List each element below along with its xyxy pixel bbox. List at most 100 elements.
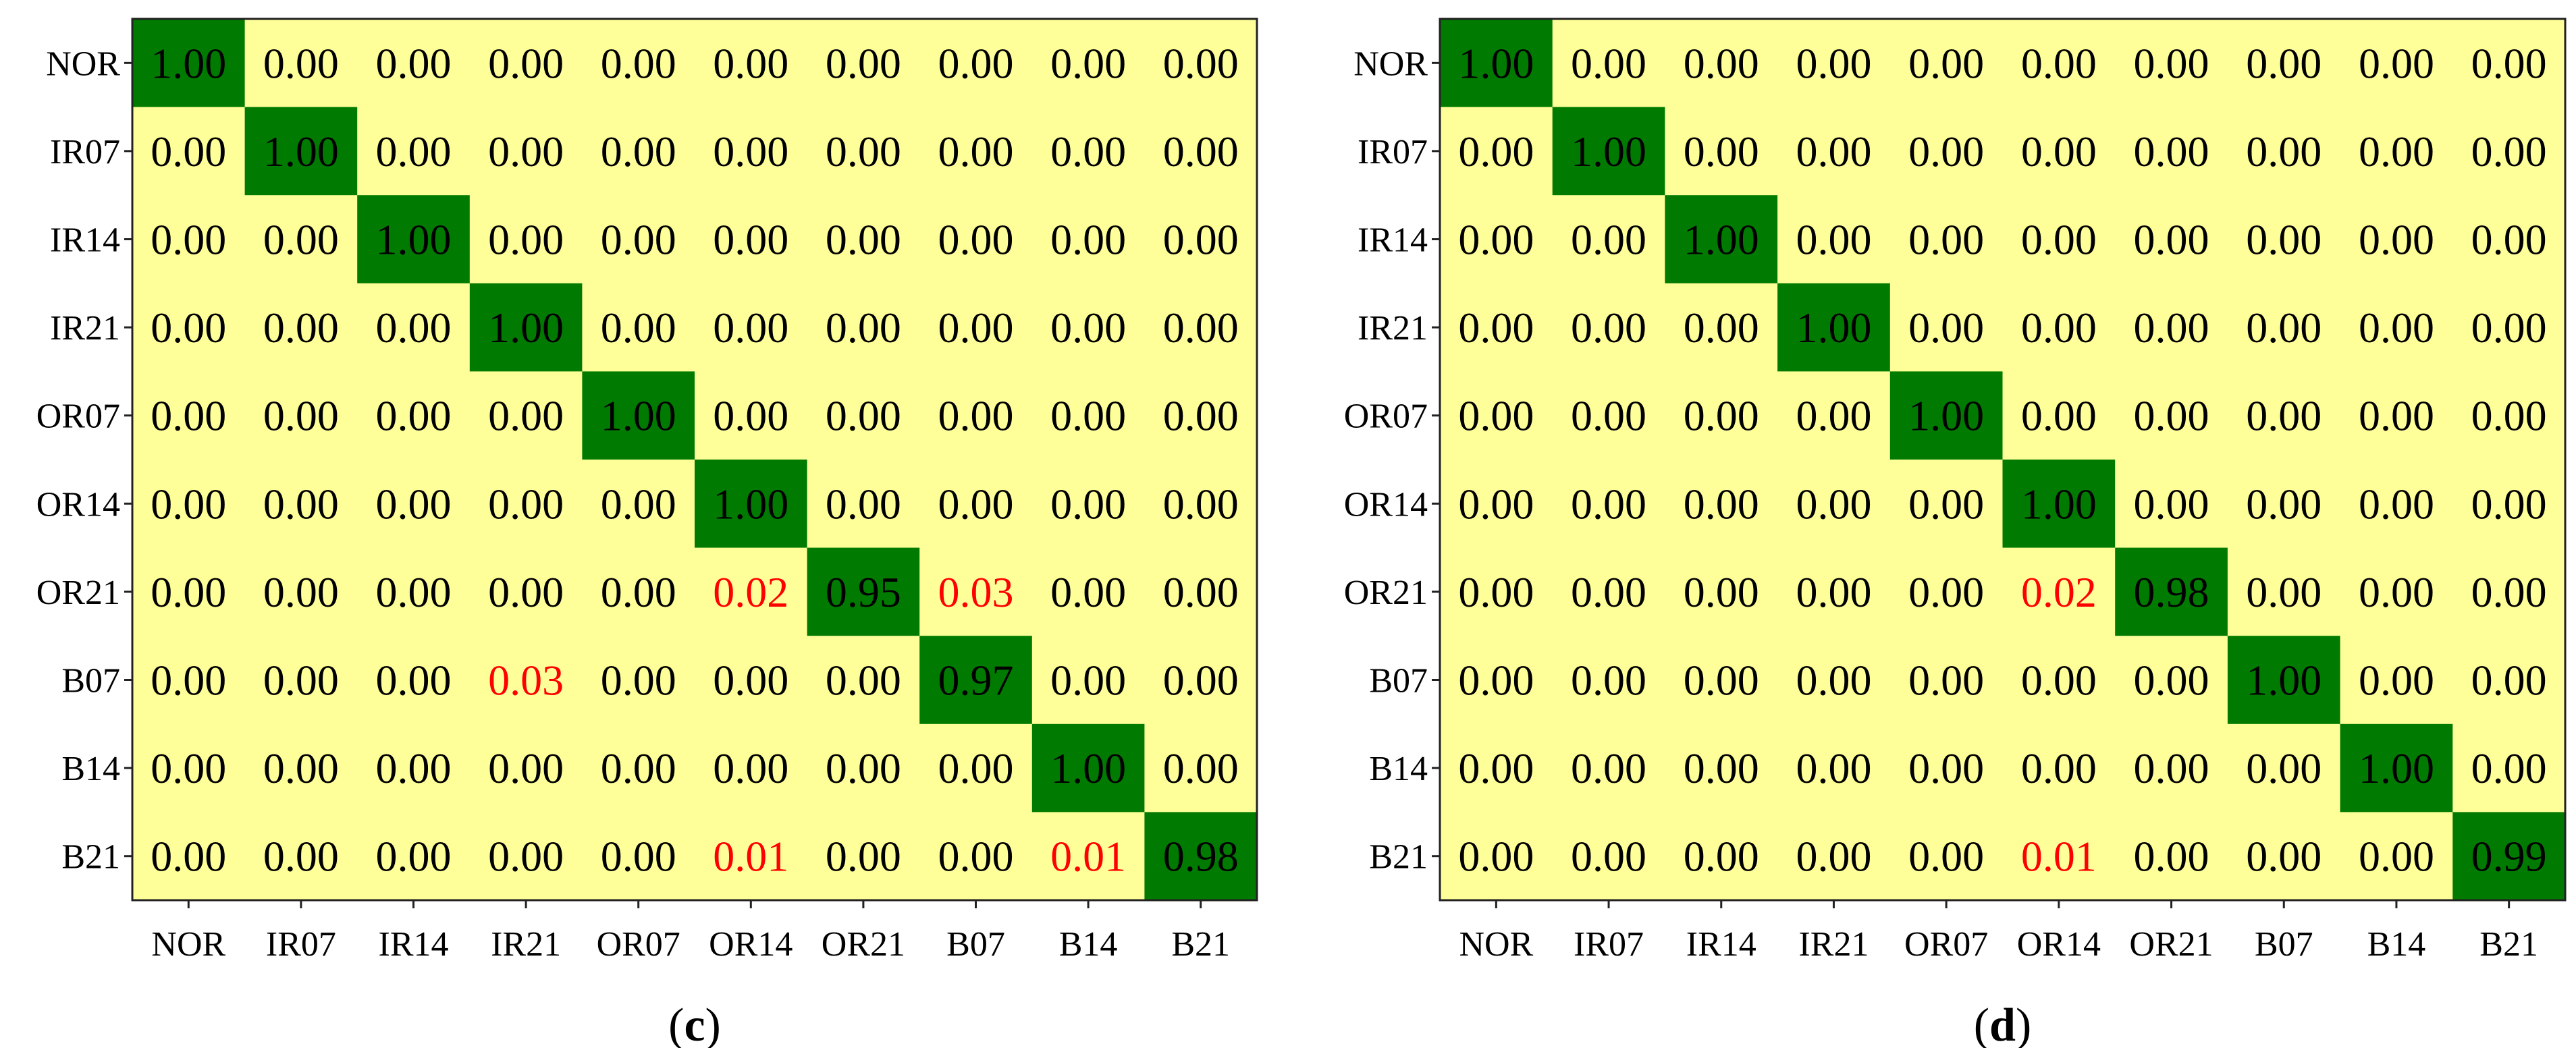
cell-value: 0.00 xyxy=(2359,833,2434,881)
cell-value: 0.00 xyxy=(601,657,676,705)
cell-value: 0.00 xyxy=(1908,568,1984,616)
cell-value: 0.01 xyxy=(2021,833,2097,881)
cell-value: 0.00 xyxy=(263,744,339,792)
cell-value: 1.00 xyxy=(713,480,788,528)
cell-value: 0.00 xyxy=(2021,216,2097,264)
cell-value: 0.00 xyxy=(601,833,676,881)
cell-value: 0.00 xyxy=(1908,39,1984,87)
cell-value: 0.00 xyxy=(2359,216,2434,264)
panel-label-letter: d xyxy=(1989,999,2016,1048)
panel-label-open: ( xyxy=(1974,999,1989,1048)
cell-value: 0.00 xyxy=(151,657,226,705)
y-tick-label: OR21 xyxy=(36,574,120,612)
diagonal-cell xyxy=(695,460,807,548)
cell-value: 0.00 xyxy=(1571,480,1646,528)
cell-value: 0.00 xyxy=(601,304,676,352)
cell-value: 0.00 xyxy=(1571,304,1646,352)
y-tick-label: B07 xyxy=(61,662,120,700)
cell-value: 0.00 xyxy=(1571,216,1646,264)
y-tick-label: B21 xyxy=(1369,838,1428,877)
cell-value: 0.00 xyxy=(1796,657,1871,705)
x-tick-label: OR07 xyxy=(1904,925,1988,964)
cell-value: 0.00 xyxy=(601,480,676,528)
diagonal-cell xyxy=(1889,371,2003,460)
y-tick-label: B14 xyxy=(1369,750,1428,788)
cell-value: 0.00 xyxy=(826,392,901,440)
cell-value: 0.00 xyxy=(1684,744,1759,792)
cell-value: 0.00 xyxy=(826,128,901,175)
x-tick-label: IR07 xyxy=(1574,925,1644,964)
cell-value: 0.00 xyxy=(2134,304,2209,352)
y-tick-label: OR14 xyxy=(1344,485,1428,524)
cell-value: 0.00 xyxy=(1908,304,1984,352)
cell-value: 0.00 xyxy=(938,216,1014,264)
cell-value: 0.00 xyxy=(1796,39,1871,87)
cell-value: 0.00 xyxy=(1796,216,1871,264)
cell-value: 0.00 xyxy=(263,39,339,87)
cell-value: 0.00 xyxy=(151,744,226,792)
cell-value: 1.00 xyxy=(376,216,452,264)
diagonal-cell xyxy=(2115,547,2228,636)
cell-value: 0.00 xyxy=(488,216,564,264)
cell-value: 0.00 xyxy=(2246,392,2322,440)
cell-value: 0.00 xyxy=(151,216,226,264)
x-tick-label: B21 xyxy=(1171,925,1230,964)
diagonal-cell xyxy=(1144,812,1257,900)
cell-value: 0.00 xyxy=(2359,480,2434,528)
cell-value: 0.00 xyxy=(601,39,676,87)
cell-value: 0.00 xyxy=(1684,480,1759,528)
diagonal-cell xyxy=(582,371,695,460)
cell-value: 0.00 xyxy=(713,744,788,792)
cell-value: 0.00 xyxy=(1163,744,1239,792)
cell-value: 0.00 xyxy=(826,39,901,87)
cell-value: 0.00 xyxy=(1458,568,1534,616)
cell-value: 0.00 xyxy=(1163,39,1239,87)
cell-value: 0.00 xyxy=(1458,392,1534,440)
matrix-border xyxy=(131,18,1258,902)
x-tick-label: IR14 xyxy=(379,925,449,964)
cell-value: 0.00 xyxy=(1458,128,1534,175)
y-tick-label: B07 xyxy=(1369,662,1428,700)
cell-value: 0.00 xyxy=(826,480,901,528)
cell-value: 0.00 xyxy=(2359,657,2434,705)
diagonal-cell xyxy=(1031,723,1145,812)
cell-value: 0.00 xyxy=(2134,128,2209,175)
diagonal-cell xyxy=(357,195,470,283)
confusion-matrix-d: 1.00 0.00 0.00 0.00 0.00 0.00 0.00 0.00 0.00 0.00… xyxy=(1344,18,2567,1048)
diagonal-cell xyxy=(1665,195,1778,283)
cell-value: 0.00 xyxy=(2471,744,2547,792)
cell-value: 0.00 xyxy=(1050,216,1126,264)
cell-value: 0.00 xyxy=(1458,480,1534,528)
cell-value: 0.00 xyxy=(2246,568,2322,616)
cell-value: 0.00 xyxy=(151,568,226,616)
cell-value: 1.00 xyxy=(601,392,676,440)
x-tick-label: IR14 xyxy=(1686,925,1756,964)
cell-value: 0.00 xyxy=(938,392,1014,440)
y-tick-label: NOR xyxy=(1353,45,1428,83)
cell-value: 0.00 xyxy=(1796,480,1871,528)
cell-value: 0.00 xyxy=(2246,216,2322,264)
cell-value: 0.00 xyxy=(1684,657,1759,705)
cell-value: 0.00 xyxy=(376,392,452,440)
cell-value: 0.00 xyxy=(376,744,452,792)
x-tick-label: IR21 xyxy=(1798,925,1869,964)
cell-value: 0.00 xyxy=(1684,833,1759,881)
cell-value: 0.00 xyxy=(1458,216,1534,264)
cell-value: 0.00 xyxy=(2471,128,2547,175)
cell-value: 0.98 xyxy=(1163,833,1239,881)
y-tick-label: OR07 xyxy=(1344,397,1428,436)
cell-value: 0.00 xyxy=(1571,744,1646,792)
cell-value: 0.00 xyxy=(151,304,226,352)
cell-value: 0.00 xyxy=(1908,480,1984,528)
cell-value: 0.00 xyxy=(938,833,1014,881)
cell-value: 0.00 xyxy=(1571,392,1646,440)
x-tick-label: NOR xyxy=(151,925,225,964)
cell-value: 0.00 xyxy=(713,216,788,264)
x-tick-label: OR14 xyxy=(2017,925,2101,964)
cell-value: 1.00 xyxy=(151,39,226,87)
cell-value: 0.00 xyxy=(1908,216,1984,264)
cell-value: 0.00 xyxy=(2134,392,2209,440)
cell-value: 0.00 xyxy=(601,128,676,175)
cell-value: 1.00 xyxy=(1684,216,1759,264)
